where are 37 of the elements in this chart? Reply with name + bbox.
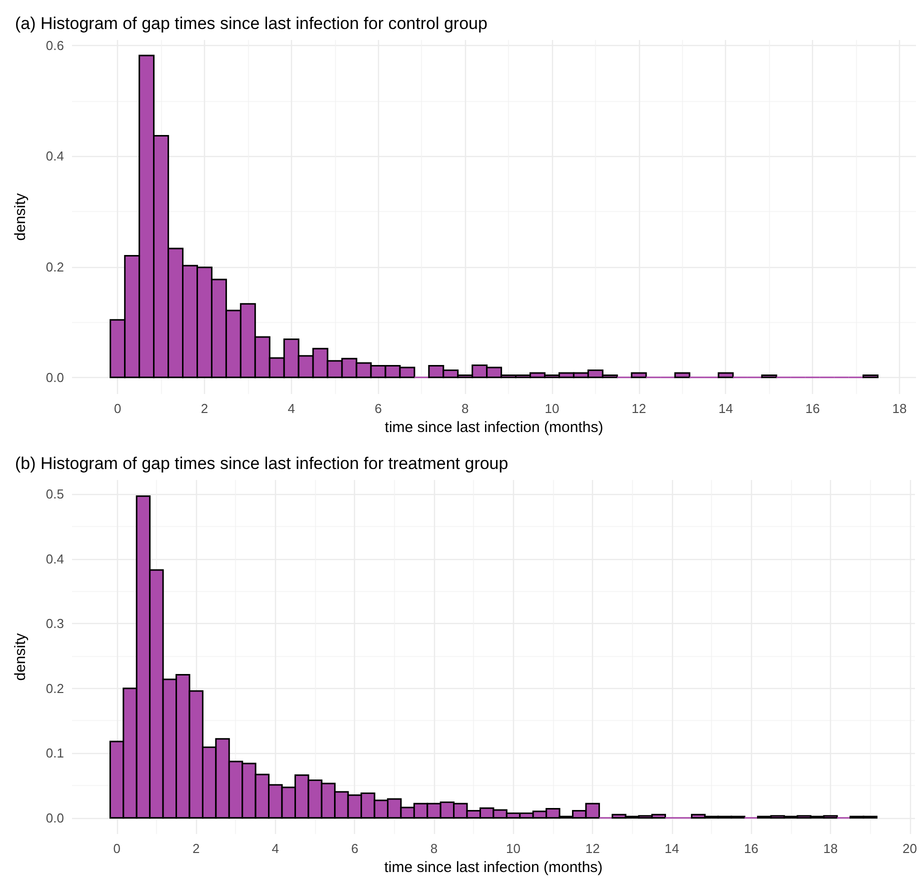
y-axis-title: density xyxy=(12,192,29,241)
x-axis-title: time since last infection (months) xyxy=(384,419,604,436)
y-tick-label: 0.0 xyxy=(46,810,64,826)
x-tick-label: 18 xyxy=(823,841,838,856)
x-tick-label: 4 xyxy=(288,401,295,416)
x-axis-title: time since last infection (months) xyxy=(384,859,603,876)
y-tick-label: 0.3 xyxy=(46,616,64,632)
y-tick-label: 0.6 xyxy=(46,38,64,54)
x-tick-label: 16 xyxy=(805,401,820,416)
chart-title: (b) Histogram of gap times since last infection for treatment group xyxy=(15,454,508,473)
chart-title: (a) Histogram of gap times since last infection for control group xyxy=(15,14,488,33)
x-tick-label: 6 xyxy=(351,841,358,856)
y-tick-label: 0.0 xyxy=(46,370,64,385)
x-tick-label: 14 xyxy=(664,841,680,856)
x-tick-label: 20 xyxy=(902,841,918,856)
x-tick-label: 12 xyxy=(632,401,646,416)
x-tick-label: 0 xyxy=(113,841,120,856)
y-tick-label: 0.1 xyxy=(46,746,64,761)
y-tick-label: 0.2 xyxy=(46,259,64,274)
x-tick-label: 10 xyxy=(544,401,560,416)
x-tick-label: 14 xyxy=(718,401,733,416)
x-tick-label: 8 xyxy=(430,841,438,856)
y-tick-label: 0.2 xyxy=(46,680,64,696)
x-tick-label: 2 xyxy=(200,401,208,416)
x-tick-label: 2 xyxy=(192,841,200,856)
y-axis-title: density xyxy=(12,632,29,681)
x-tick-label: 6 xyxy=(374,401,382,416)
y-tick-label: 0.5 xyxy=(46,486,64,502)
x-tick-label: 8 xyxy=(461,401,469,416)
x-tick-label: 18 xyxy=(892,401,907,416)
y-tick-label: 0.4 xyxy=(46,148,64,164)
x-tick-label: 0 xyxy=(114,401,122,416)
x-tick-label: 10 xyxy=(506,841,521,856)
x-tick-label: 4 xyxy=(272,841,280,856)
y-tick-label: 0.4 xyxy=(46,551,64,566)
x-tick-label: 12 xyxy=(585,841,600,856)
x-tick-label: 16 xyxy=(744,841,758,856)
